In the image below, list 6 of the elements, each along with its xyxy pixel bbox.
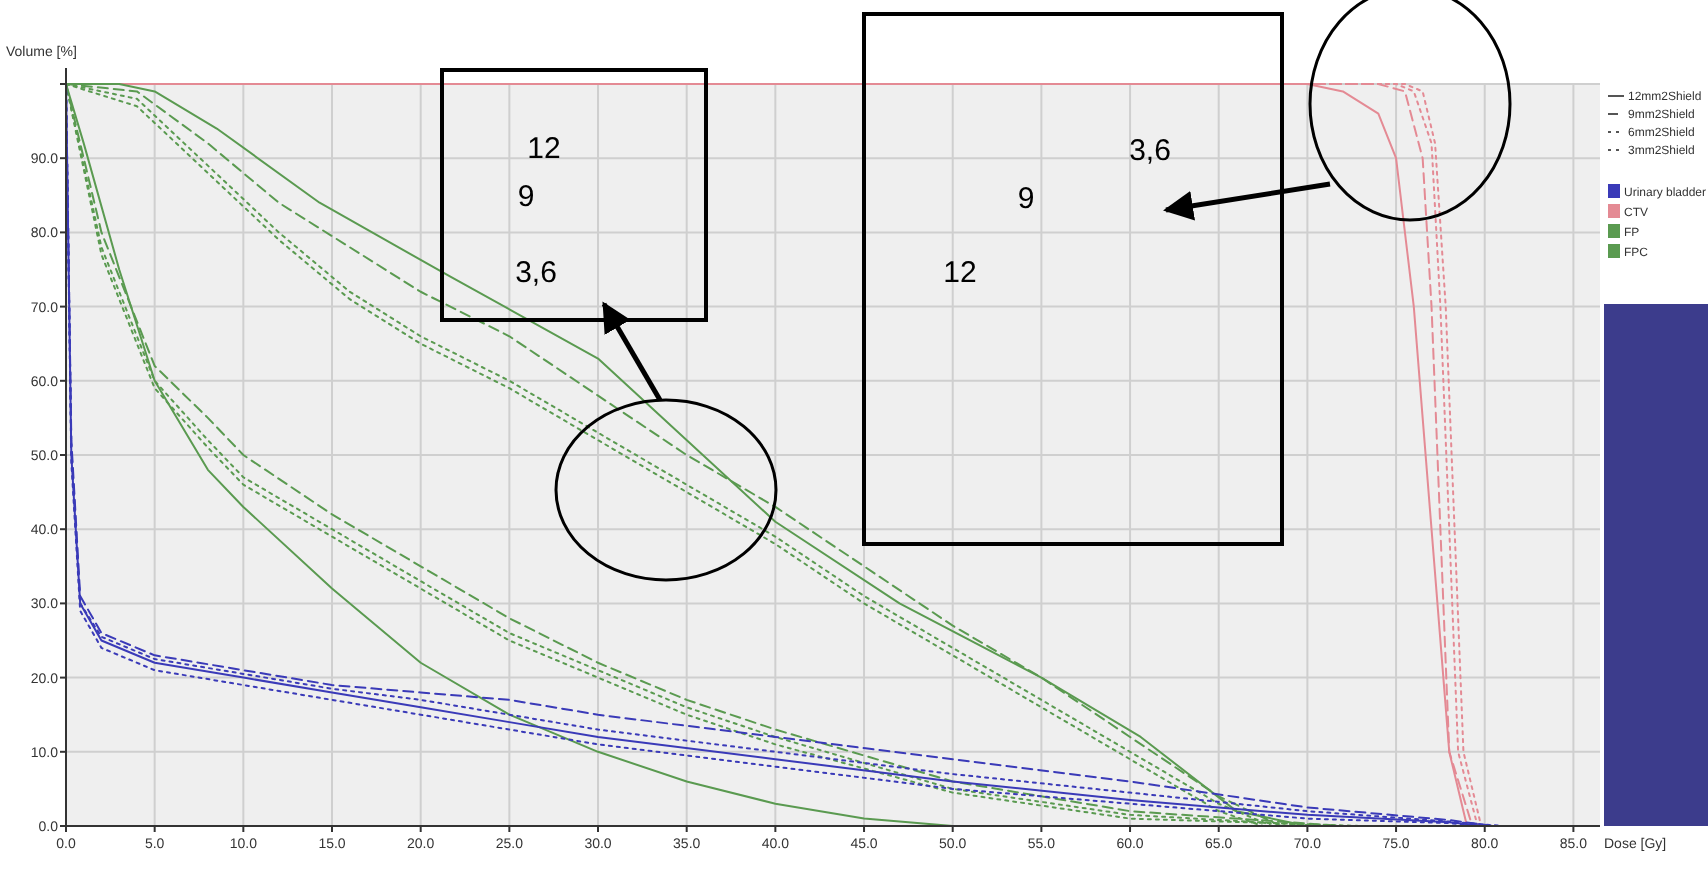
annotation: 12	[527, 132, 561, 166]
annotation: 3,6	[1129, 134, 1171, 168]
annotation: 3,6	[515, 256, 557, 290]
annotation: 12	[943, 256, 977, 290]
annotation: 9	[1017, 182, 1035, 216]
annotation: 9	[517, 180, 535, 214]
